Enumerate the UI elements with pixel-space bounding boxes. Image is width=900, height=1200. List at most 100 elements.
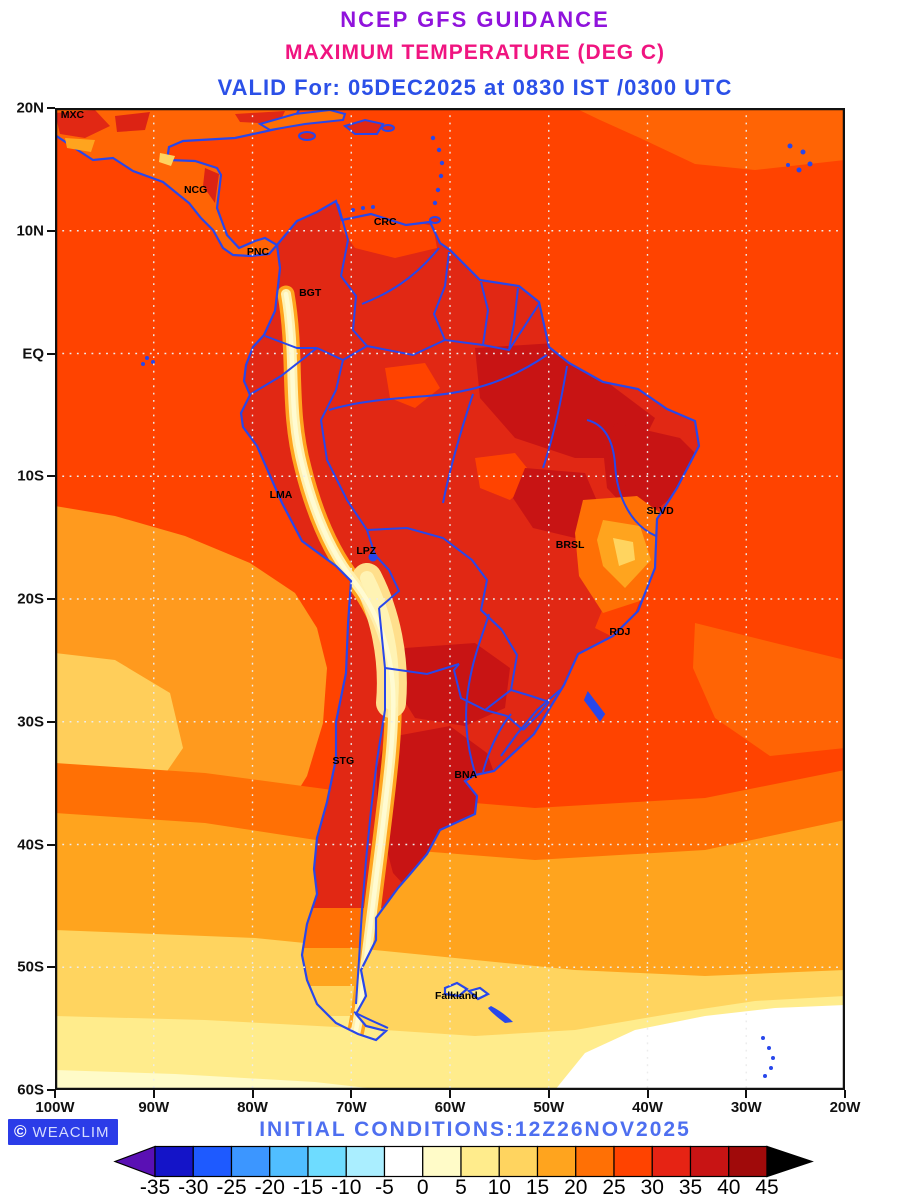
colorbar-segment [345,1145,386,1178]
lat-tick-mark [47,843,55,846]
city-label-ncg: NCG [183,184,208,197]
city-label-mxc: MXC [60,108,85,121]
colorbar-value-label: -35 [139,1176,171,1199]
colorbar-value-label: 40 [717,1176,741,1199]
lat-tick-label: 10N [16,222,44,240]
lon-tick-mark [152,1090,155,1098]
rivers [328,247,657,1029]
colorbar-value-label: 15 [525,1176,550,1199]
city-label-brsl: BRSL [555,538,585,551]
colorbar-segment [728,1145,768,1178]
colorbar-value-label: -25 [216,1176,247,1199]
colorbar-value-label: 5 [455,1176,467,1199]
colorbar-segment [230,1145,271,1178]
colorbar-value-label: 10 [487,1176,511,1199]
lon-tick-label: 20W [829,1099,861,1116]
lat-tick-mark [47,352,55,355]
colorbar-value-label: -30 [178,1176,209,1199]
lon-tick-mark [844,1090,846,1098]
colorbar-value-label: 35 [678,1176,703,1199]
lon-tick-mark [251,1090,254,1098]
weaclim-label: WEACLIM [32,1123,110,1141]
colorbar-right-arrow [766,1145,814,1178]
map-border [55,108,845,1090]
lat-tick-mark [47,475,55,478]
valid-time-line: VALID For: 05DEC2025 at 0830 IST /0300 U… [217,75,733,100]
colorbar-segment [689,1145,730,1178]
lon-tick-mark [745,1090,748,1098]
city-label-stg: STG [332,755,355,768]
colorbar-segment [575,1145,615,1178]
lat-tick-label: 50S [17,958,44,976]
lat-tick-mark [47,1089,55,1091]
page-title: NCEP GFS GUIDANCE [340,7,610,32]
lon-tick-mark [547,1090,550,1098]
colorbar-segment [422,1145,462,1178]
lon-tick-label: 30W [730,1099,762,1116]
colorbar-segment [498,1145,539,1178]
page-subtitle: MAXIMUM TEMPERATURE (DEG C) [284,41,666,64]
city-label-pnc: PNC [246,246,270,259]
island-outlines [257,108,441,224]
lon-tick-label: 100W [35,1099,75,1116]
lat-tick-label: 10S [17,467,44,485]
colorbar-segment [613,1145,653,1178]
city-label-rdj: RDJ [609,626,631,639]
lat-tick-mark [47,966,55,969]
city-label-bgt: BGT [299,286,322,299]
colorbar-value-label: 20 [564,1176,588,1199]
lon-tick-label: 80W [237,1099,268,1116]
colorbar-segment [651,1145,692,1178]
city-label-crc: CRC [373,215,397,228]
colorbar-segment [383,1145,424,1178]
graticule-gridlines [55,108,845,1090]
lon-tick-label: 60W [434,1099,466,1116]
city-label-falkland: Falkland [435,989,478,1002]
country-borders [250,203,561,1005]
colorbar-segment [460,1145,500,1178]
lat-tick-label: 60S [17,1081,44,1099]
colorbar-value-label: -5 [375,1176,394,1199]
colorbar-segment [192,1145,233,1178]
city-label-slvd: SLVD [646,504,674,517]
colorbar-segment [154,1145,194,1178]
map-canvas: MXC NCG CRC PNC BGT LMA LPZ BRSL SLVD RDJ STG BNA Fa… [55,108,845,1090]
lon-tick-mark [449,1090,451,1098]
colorbar-value-label: 30 [640,1176,664,1199]
colorbar-segment [269,1145,309,1178]
colorbar-segment [307,1145,347,1178]
weaclim-watermark-badge: © WEACLIM [8,1119,118,1145]
temperature-map-graphic [55,108,845,1090]
city-label-bna: BNA [454,768,478,781]
lat-tick-label: 20S [17,590,44,608]
temperature-colorbar [113,1145,814,1178]
lon-tick-label: 50W [533,1099,565,1116]
colorbar-value-label: -20 [254,1176,285,1199]
lat-tick-mark [47,720,55,723]
central-america-landmass [55,108,302,258]
lat-tick-mark [47,107,55,109]
lon-tick-label: 70W [335,1099,367,1116]
colorbar-value-label: -15 [292,1176,324,1199]
colorbar-value-label: 45 [755,1176,779,1199]
lat-tick-mark [47,598,55,600]
initial-conditions-line: INITIAL CONDITIONS:12Z26NOV2025 [259,1118,691,1141]
colorbar-value-label: 0 [416,1176,429,1199]
city-label-lma: LMA [269,488,293,501]
lat-tick-label: EQ [22,345,44,362]
lat-tick-label: 40S [17,836,44,853]
lon-tick-mark [350,1090,353,1098]
lat-tick-label: 30S [17,713,44,731]
colorbar-segment [536,1145,577,1178]
colorbar-left-arrow [113,1145,156,1178]
city-label-lpz: LPZ [356,544,377,557]
lon-tick-label: 40W [632,1099,663,1116]
lat-tick-mark [47,229,55,232]
lon-tick-label: 90W [138,1099,170,1116]
copyright-icon: © [14,1122,27,1141]
colorbar-value-label: -10 [331,1176,362,1199]
small-island-dots [141,135,813,1078]
colorbar-value-label: 25 [602,1176,626,1199]
lon-tick-mark [646,1090,649,1098]
